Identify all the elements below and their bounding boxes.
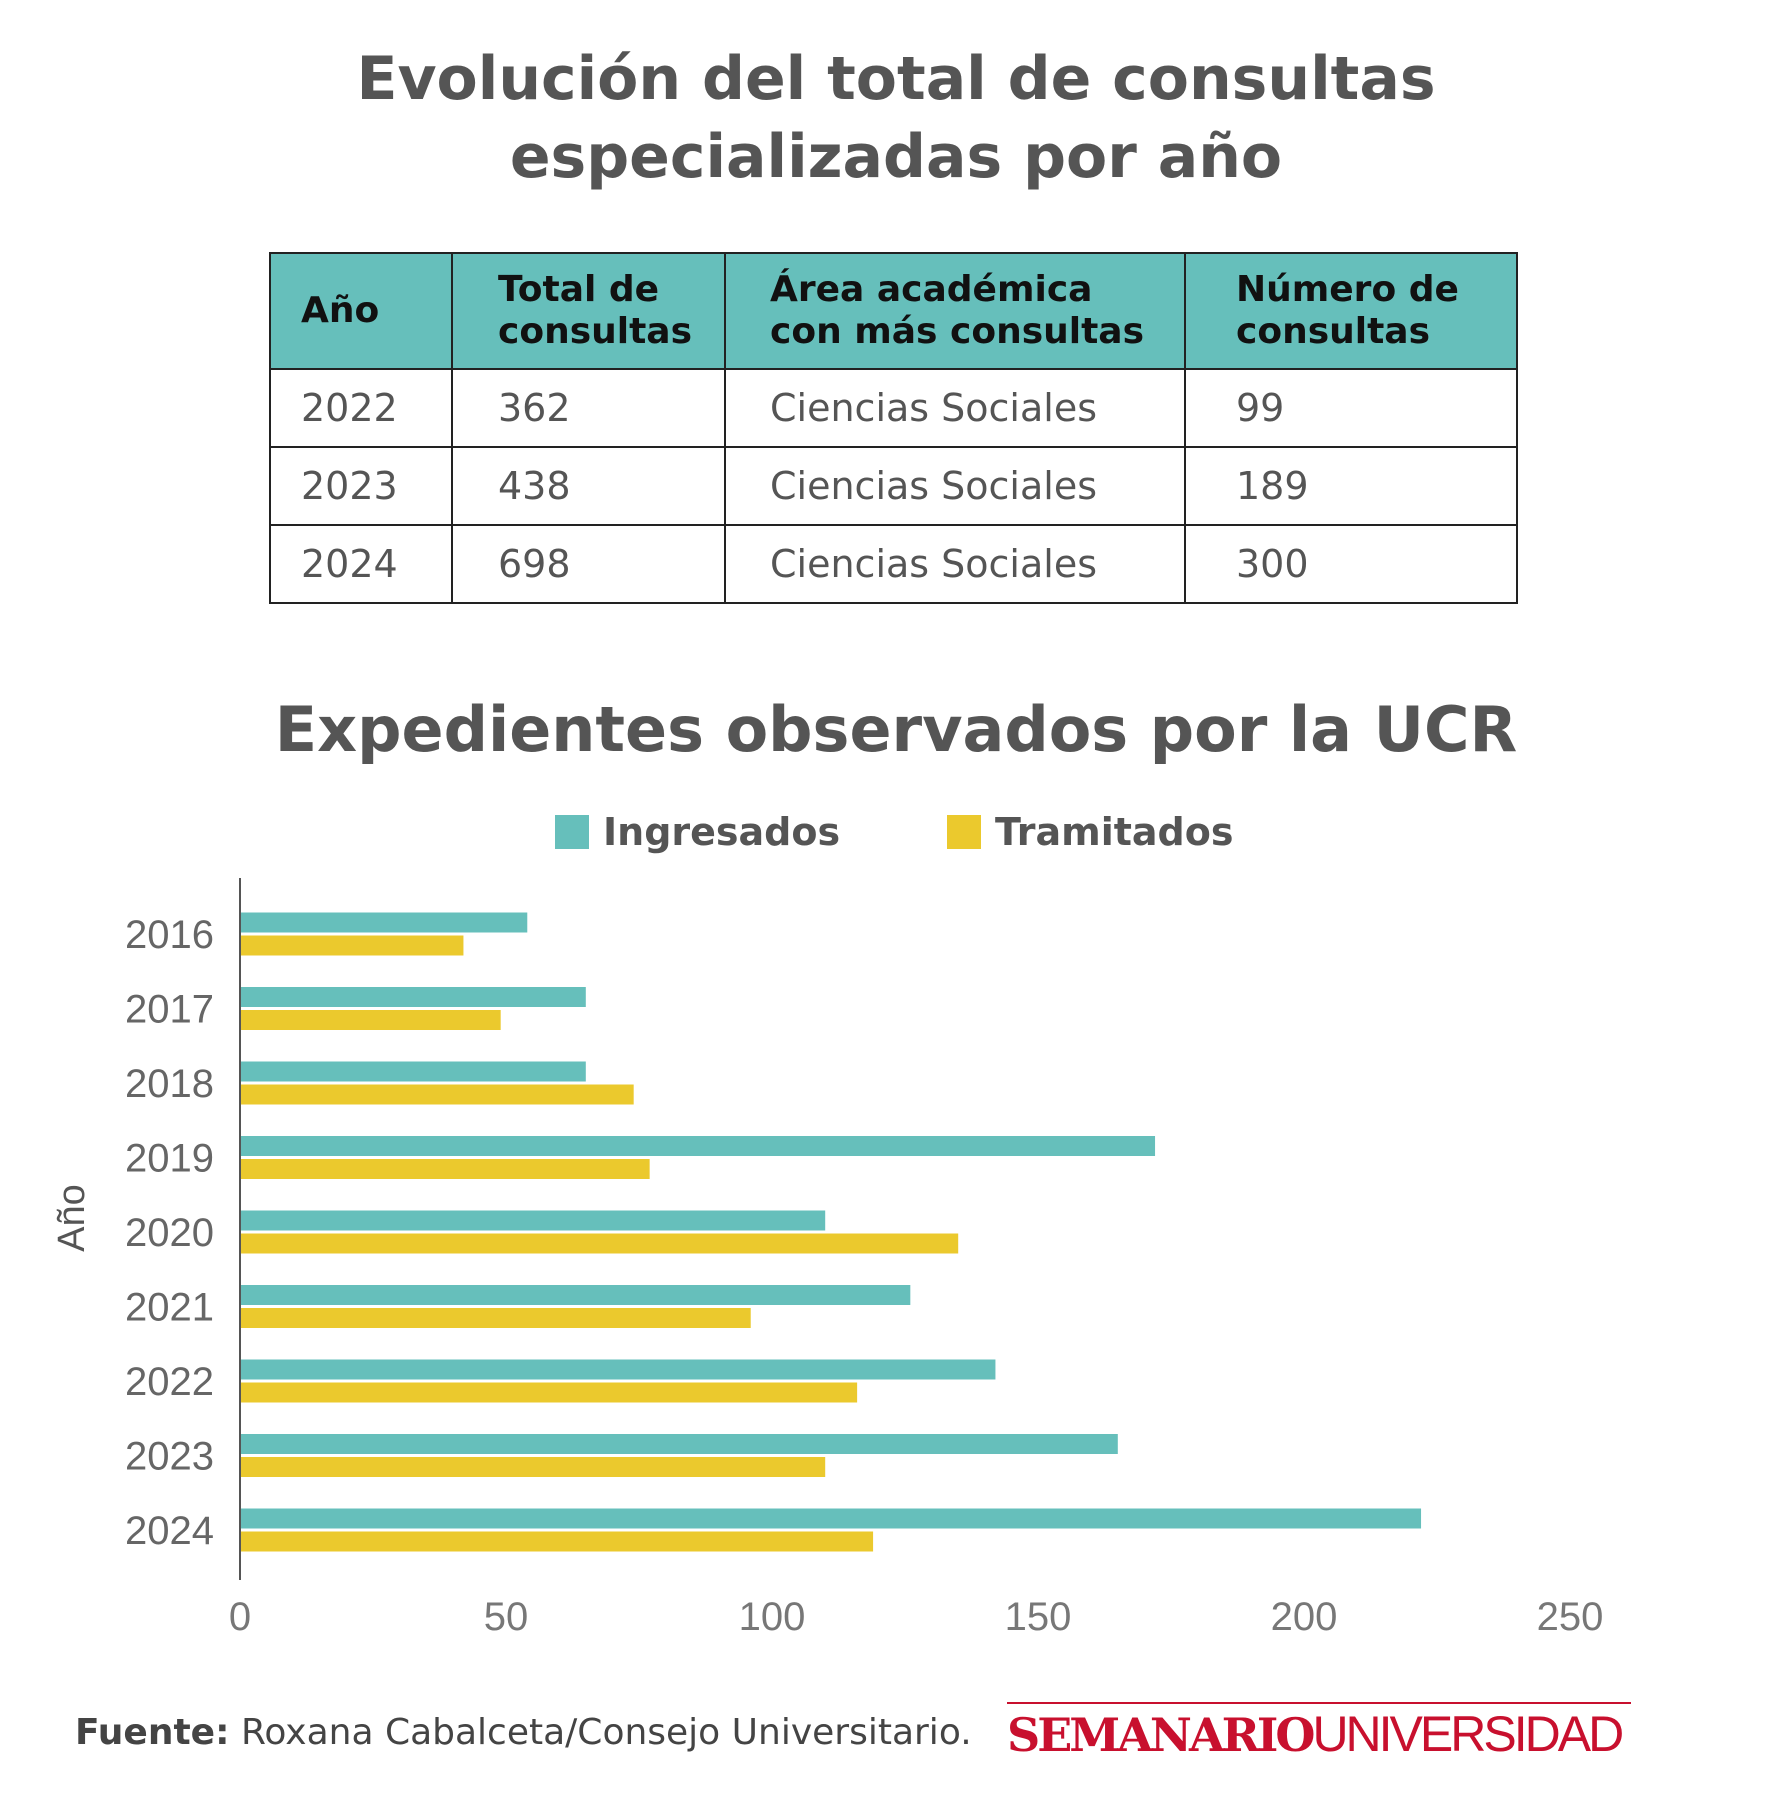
x-tick-label: 150 [1005,1595,1072,1639]
header-area-academica: Área académica con más consultas [724,252,1186,370]
legend-item-tramitados: Tramitados [947,810,1233,854]
bar-ingresados-2024 [241,1508,1422,1529]
cell-numero: 300 [1184,524,1518,604]
logo-word-semanario: SEMANARIO [1007,1708,1315,1762]
table-title-line-1: Evolución del total de consultas [356,44,1436,114]
bar-ingresados-2021 [241,1285,911,1305]
table-header-row: Año Total de consultas Área académica co… [269,252,1518,370]
semanario-universidad-logo: SEMANARIOUNIVERSIDAD [1007,1702,1631,1773]
bar-ingresados-2020 [241,1210,826,1231]
bar-tramitados-2022 [241,1382,858,1403]
table-row: 2023 438 Ciencias Sociales 189 [269,446,1518,526]
source-label: Fuente: [75,1712,230,1753]
chart-title: Expedientes observados por la UCR [274,693,1518,766]
bar-tramitados-2024 [241,1531,874,1552]
y-tick-label: 2019 [125,1137,214,1181]
cell-area: Ciencias Sociales [724,446,1186,526]
cell-total: 698 [451,524,726,604]
bar-ingresados-2017 [241,987,586,1007]
cell-area: Ciencias Sociales [724,368,1186,448]
y-tick-label: 2023 [125,1435,214,1479]
x-tick-label: 50 [484,1595,529,1639]
table-row: 2024 698 Ciencias Sociales 300 [269,524,1518,604]
header-total-consultas: Total de consultas [451,252,726,370]
header-numero-consultas: Número de consultas [1184,252,1518,370]
x-tick-label: 250 [1537,1595,1604,1639]
cell-year: 2024 [269,524,453,604]
bar-tramitados-2019 [241,1159,650,1179]
cell-year: 2023 [269,446,453,526]
y-tick-label: 2024 [125,1509,214,1553]
x-tick-label: 200 [1271,1595,1338,1639]
source-note: Fuente: Roxana Cabalceta/Consejo Univers… [75,1712,972,1753]
table-row: 2022 362 Ciencias Sociales 99 [269,368,1518,448]
cell-total: 362 [451,368,726,448]
bar-ingresados-2019 [241,1136,1156,1156]
cell-numero: 189 [1184,446,1518,526]
x-tick-label: 100 [739,1595,806,1639]
table-title: Evolución del total de consultas especia… [0,40,1792,196]
legend-swatch-teal [555,815,589,849]
bar-ingresados-2022 [241,1359,996,1380]
cell-year: 2022 [269,368,453,448]
bar-chart: 2016 2017 2018 2019 2020 2021 2022 2023 2024 0 50 1… [51,878,1604,1639]
bar-tramitados-2017 [241,1010,501,1030]
consultas-table: Año Total de consultas Área académica co… [269,252,1518,604]
header-ano: Año [269,252,453,370]
legend-swatch-yellow [947,815,981,849]
table-title-line-2: especializadas por año [509,122,1283,192]
bar-ingresados-2018 [241,1061,586,1082]
bar-tramitados-2023 [241,1457,826,1477]
y-tick-label: 2017 [125,988,214,1032]
x-tick-label: 0 [229,1595,251,1639]
bar-ingresados-2016 [241,912,528,933]
legend-item-ingresados: Ingresados [555,810,840,854]
cell-numero: 99 [1184,368,1518,448]
legend-label-tramitados: Tramitados [995,810,1234,854]
y-tick-label: 2020 [125,1211,214,1255]
bar-tramitados-2021 [241,1308,751,1328]
y-tick-label: 2022 [125,1360,214,1404]
legend-label-ingresados: Ingresados [603,810,841,854]
bar-tramitados-2016 [241,935,464,956]
y-axis-title: Año [51,1184,93,1252]
source-text: Roxana Cabalceta/Consejo Universitario. [229,1712,972,1753]
y-tick-label: 2021 [125,1286,214,1330]
bar-tramitados-2018 [241,1084,634,1105]
cell-area: Ciencias Sociales [724,524,1186,604]
bar-ingresados-2023 [241,1434,1118,1454]
y-tick-label: 2018 [125,1062,214,1106]
bar-tramitados-2020 [241,1233,959,1254]
logo-word-universidad: UNIVERSIDAD [1312,1706,1624,1762]
y-tick-label: 2016 [125,913,214,957]
cell-total: 438 [451,446,726,526]
